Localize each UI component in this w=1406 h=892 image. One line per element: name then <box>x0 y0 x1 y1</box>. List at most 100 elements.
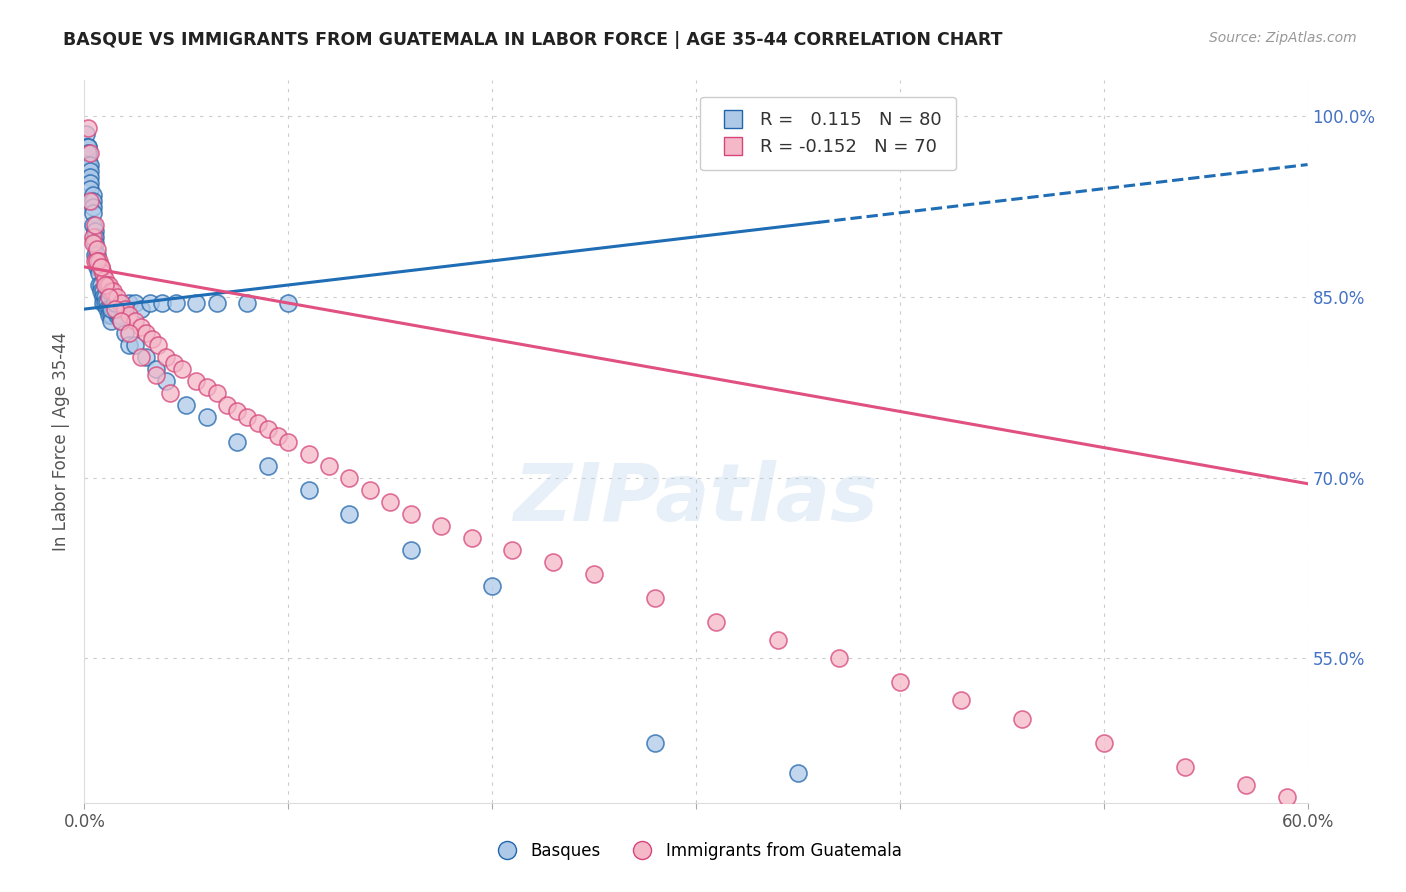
Point <box>83 253 105 268</box>
Point <box>86 248 108 262</box>
Point <box>77 158 100 172</box>
Point <box>91 296 114 310</box>
Point <box>1277 789 1299 804</box>
Point <box>114 301 136 317</box>
Point <box>83 230 105 244</box>
Point <box>135 350 157 364</box>
Point <box>174 398 197 412</box>
Point <box>217 398 239 412</box>
Point <box>131 301 153 317</box>
Point <box>399 542 422 557</box>
Point <box>172 362 194 376</box>
Point <box>380 494 402 508</box>
Point <box>359 483 381 497</box>
Point <box>104 301 127 317</box>
Point <box>257 458 280 473</box>
Point <box>86 260 108 274</box>
Point <box>155 350 177 364</box>
Point <box>644 736 666 750</box>
Point <box>101 284 124 298</box>
Point <box>706 615 728 630</box>
Point <box>97 277 120 292</box>
Point <box>889 675 911 690</box>
Point <box>110 314 132 328</box>
Point <box>118 326 141 341</box>
Point <box>1174 760 1197 774</box>
Point <box>83 218 105 232</box>
Point <box>77 121 100 136</box>
Point <box>90 277 112 292</box>
Point <box>93 290 115 304</box>
Point <box>77 158 100 172</box>
Point <box>205 386 228 401</box>
Point <box>82 230 104 244</box>
Point <box>79 182 101 196</box>
Point <box>79 169 101 184</box>
Point <box>105 290 128 304</box>
Point <box>246 417 269 431</box>
Point <box>1011 712 1033 726</box>
Point <box>83 235 105 250</box>
Point <box>87 260 110 274</box>
Point <box>583 567 606 582</box>
Point <box>138 296 160 310</box>
Point <box>339 507 361 521</box>
Point <box>131 320 153 334</box>
Point <box>86 253 108 268</box>
Point <box>543 555 565 569</box>
Point <box>114 326 136 341</box>
Point <box>83 248 105 262</box>
Point <box>461 531 484 545</box>
Point <box>110 296 132 310</box>
Point <box>165 296 187 310</box>
Point <box>97 290 120 304</box>
Point <box>110 301 132 317</box>
Point <box>79 158 101 172</box>
Point <box>399 507 422 521</box>
Point <box>1092 736 1115 750</box>
Point <box>124 296 146 310</box>
Point <box>110 314 132 328</box>
Point <box>104 296 127 310</box>
Point <box>82 187 104 202</box>
Point <box>277 434 299 449</box>
Point <box>236 410 259 425</box>
Point <box>481 579 503 593</box>
Point <box>77 152 100 166</box>
Point <box>195 410 218 425</box>
Point <box>77 145 100 160</box>
Point <box>91 284 114 298</box>
Point <box>100 301 122 317</box>
Point <box>644 591 666 606</box>
Point <box>118 308 141 322</box>
Point <box>97 301 120 317</box>
Point <box>79 163 101 178</box>
Point <box>114 301 136 317</box>
Point <box>828 651 851 665</box>
Point <box>159 386 181 401</box>
Text: Source: ZipAtlas.com: Source: ZipAtlas.com <box>1209 31 1357 45</box>
Point <box>257 423 280 437</box>
Point <box>101 301 124 317</box>
Point <box>146 338 169 352</box>
Point <box>82 235 104 250</box>
Point <box>91 266 114 280</box>
Point <box>87 277 110 292</box>
Point <box>96 277 118 292</box>
Point <box>79 194 101 208</box>
Point <box>267 428 290 442</box>
Point <box>82 205 104 219</box>
Point <box>75 145 97 160</box>
Point <box>90 260 112 274</box>
Point <box>118 296 141 310</box>
Point <box>318 458 340 473</box>
Point <box>87 253 110 268</box>
Point <box>118 338 141 352</box>
Point <box>104 301 127 317</box>
Point <box>298 483 321 497</box>
Point <box>1236 778 1258 792</box>
Point <box>766 633 789 648</box>
Point <box>145 362 167 376</box>
Point <box>195 380 218 394</box>
Point <box>298 447 321 461</box>
